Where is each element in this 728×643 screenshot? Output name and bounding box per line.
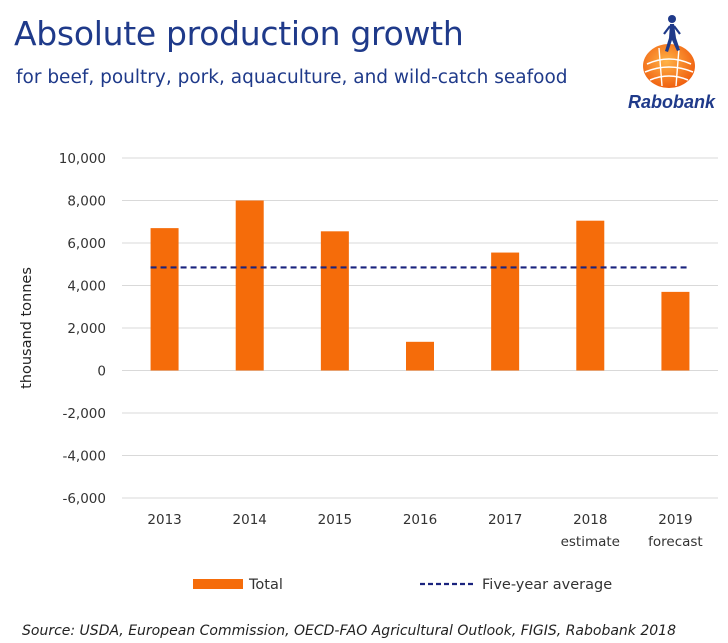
- y-tick-label: 10,000: [59, 151, 106, 167]
- x-tick-label: 2017: [488, 512, 522, 528]
- legend-swatch-total: [193, 579, 243, 589]
- y-tick-label: -4,000: [62, 449, 106, 465]
- bar: [406, 341, 434, 371]
- y-tick-label: 2,000: [67, 321, 106, 337]
- y-tick-label: -2,000: [62, 406, 106, 422]
- bar: [235, 200, 264, 371]
- chart-subtitle: for beef, poultry, pork, aquaculture, an…: [16, 67, 568, 88]
- bar: [320, 231, 349, 371]
- x-tick-label: 2016: [403, 512, 437, 528]
- source-note: Source: USDA, European Commission, OECD-…: [22, 623, 676, 639]
- y-tick-label: 6,000: [67, 236, 106, 252]
- legend: Total Five-year average: [193, 577, 612, 593]
- bar: [491, 252, 520, 371]
- x-tick-label: 2013: [147, 512, 181, 528]
- x-tick-label: 2014: [233, 512, 267, 528]
- x-tick-label: estimate: [561, 534, 620, 550]
- x-tick-label: forecast: [648, 534, 703, 550]
- y-tick-label: 4,000: [67, 279, 106, 295]
- y-tick-label: -6,000: [62, 491, 106, 507]
- legend-label-total: Total: [248, 577, 283, 593]
- y-tick-label: 8,000: [67, 194, 106, 210]
- x-tick-label: 2019: [658, 512, 692, 528]
- rabobank-logo-icon: [643, 15, 695, 88]
- legend-label-average: Five-year average: [482, 577, 612, 593]
- y-axis: 10,000 8,000 6,000 4,000 2,000 0 -2,000 -4,000 -…: [59, 151, 106, 507]
- y-axis-label: thousand tonnes: [19, 267, 35, 389]
- x-axis: 2013 2014 2015 2016 2017 2018 estimate 2019 fore…: [147, 512, 702, 550]
- bar: [661, 291, 690, 371]
- bar: [150, 228, 179, 371]
- rabobank-logo-text: Rabobank: [628, 92, 716, 112]
- x-tick-label: 2018: [573, 512, 607, 528]
- bar: [576, 220, 605, 371]
- gridlines: [122, 157, 718, 499]
- y-tick-label: 0: [97, 364, 106, 380]
- bar-chart: 10,000 8,000 6,000 4,000 2,000 0 -2,000 -4,000 -…: [19, 151, 718, 593]
- x-tick-label: 2015: [318, 512, 352, 528]
- chart-title: Absolute production growth: [14, 14, 464, 53]
- bars: [150, 200, 690, 371]
